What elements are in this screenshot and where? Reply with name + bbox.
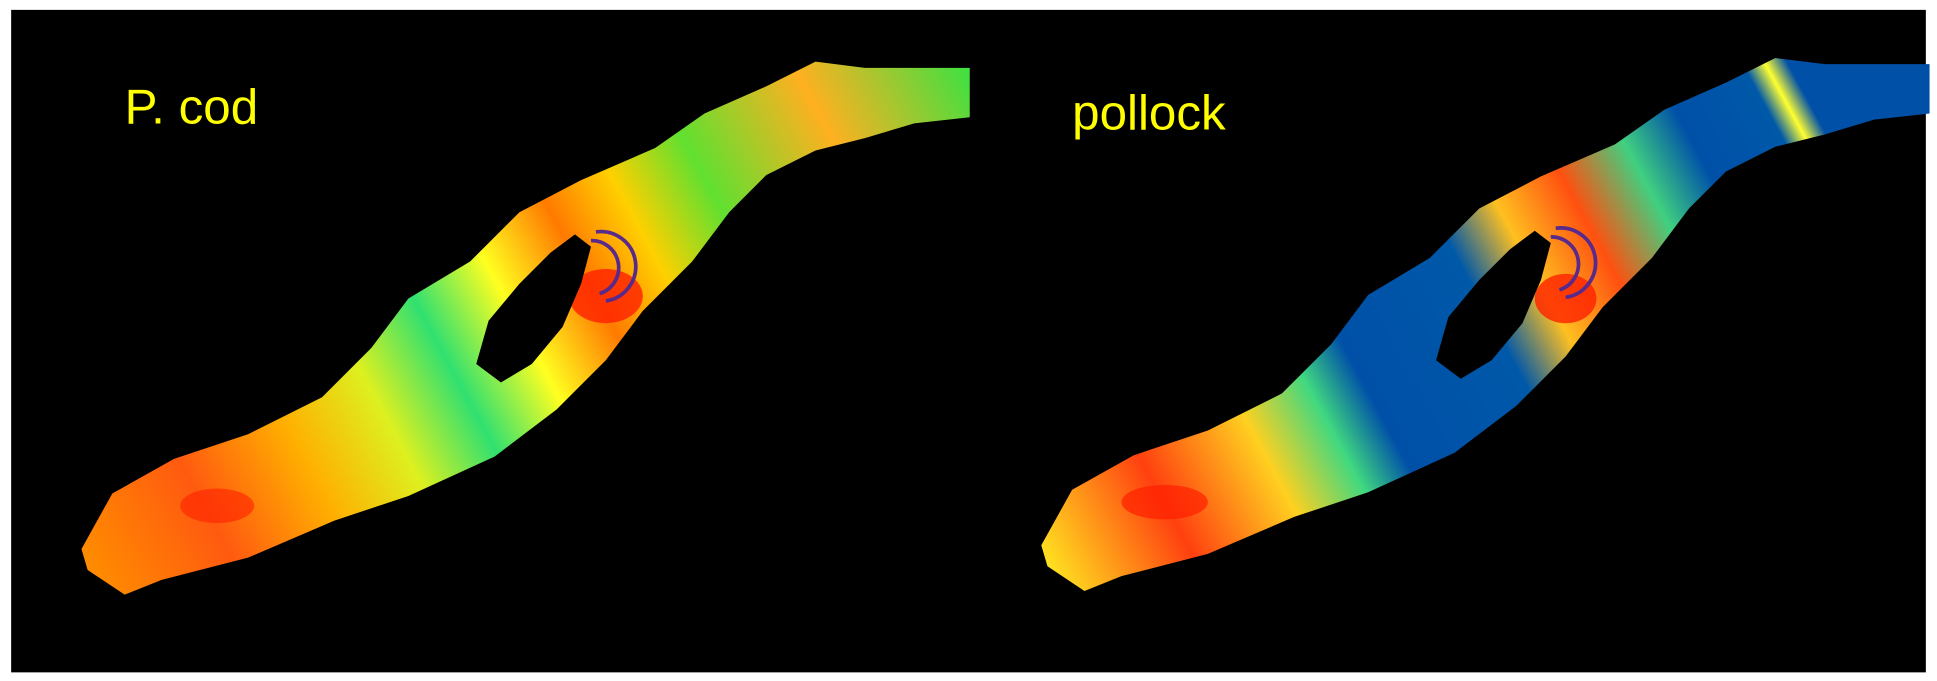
page: P. cod pollock (() => { const data = JSO… xyxy=(0,0,1937,681)
panel-label: P. cod xyxy=(125,79,258,134)
map-figure: P. cod pollock xyxy=(0,0,1937,681)
hotspot xyxy=(1121,485,1207,520)
hotspot xyxy=(180,489,254,524)
panel-label: pollock xyxy=(1072,86,1226,141)
hotspot xyxy=(1535,274,1597,323)
